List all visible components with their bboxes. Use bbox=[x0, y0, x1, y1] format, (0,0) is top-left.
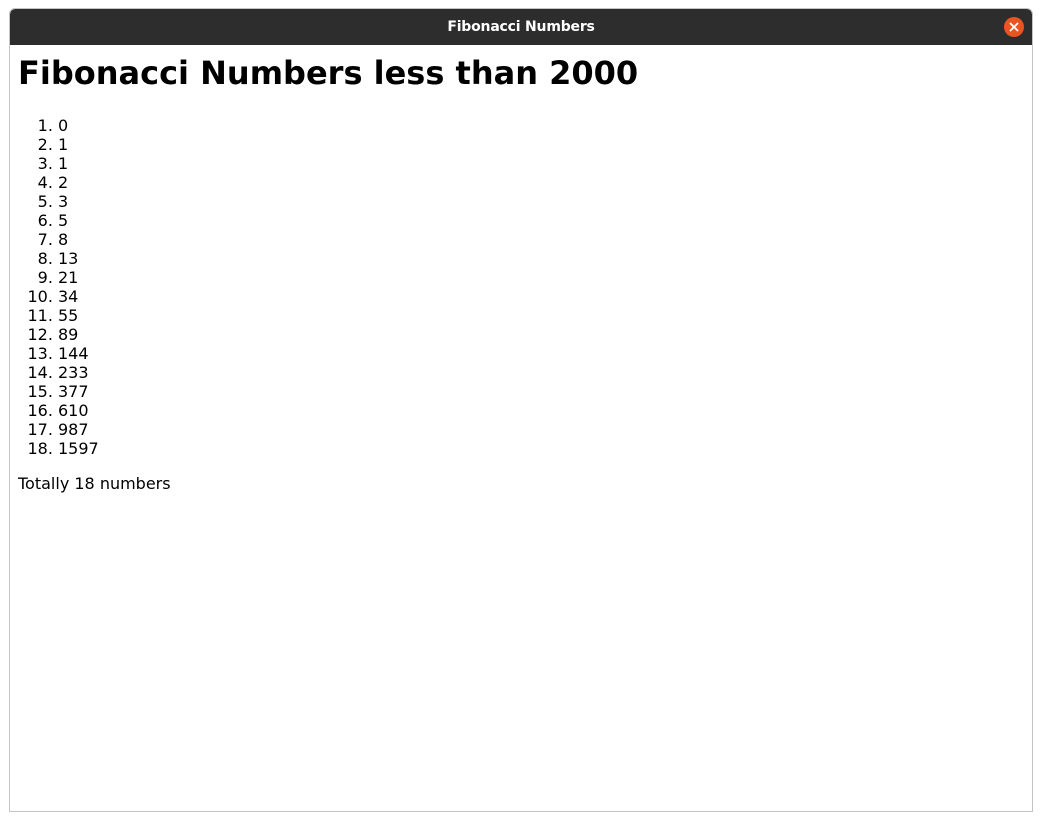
list-item: 0 bbox=[58, 116, 1024, 135]
list-item: 13 bbox=[58, 249, 1024, 268]
list-item: 1 bbox=[58, 135, 1024, 154]
page-content: Fibonacci Numbers less than 2000 0112358… bbox=[18, 45, 1024, 811]
list-item: 2 bbox=[58, 173, 1024, 192]
summary-text: Totally 18 numbers bbox=[18, 474, 171, 493]
window-title: Fibonacci Numbers bbox=[447, 19, 595, 35]
list-item: 55 bbox=[58, 306, 1024, 325]
list-item: 1597 bbox=[58, 439, 1024, 458]
list-item: 610 bbox=[58, 401, 1024, 420]
list-item: 233 bbox=[58, 363, 1024, 382]
list-item: 34 bbox=[58, 287, 1024, 306]
list-item: 8 bbox=[58, 230, 1024, 249]
close-button[interactable] bbox=[1004, 17, 1024, 37]
list-item: 5 bbox=[58, 211, 1024, 230]
app-window: Fibonacci Numbers Fibonacci Numbers less… bbox=[9, 8, 1033, 812]
list-item: 89 bbox=[58, 325, 1024, 344]
list-item: 144 bbox=[58, 344, 1024, 363]
page-title: Fibonacci Numbers less than 2000 bbox=[18, 54, 639, 92]
fibonacci-list: 011235813213455891442333776109871597 bbox=[18, 116, 1024, 458]
list-item: 21 bbox=[58, 268, 1024, 287]
list-item: 987 bbox=[58, 420, 1024, 439]
title-bar[interactable]: Fibonacci Numbers bbox=[10, 9, 1032, 45]
close-icon bbox=[1009, 22, 1019, 32]
list-item: 3 bbox=[58, 192, 1024, 211]
list-item: 377 bbox=[58, 382, 1024, 401]
list-item: 1 bbox=[58, 154, 1024, 173]
